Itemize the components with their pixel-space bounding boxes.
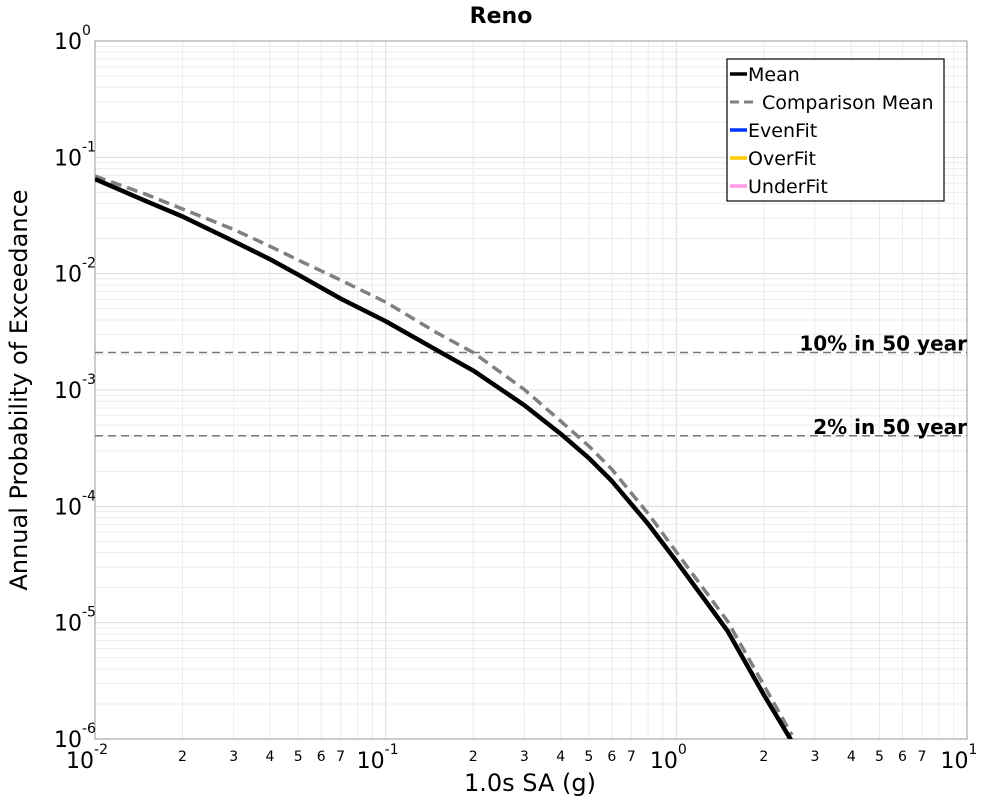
x-minor-tick-label: 7 xyxy=(336,749,345,765)
y-major-tick-label: 10-6 xyxy=(54,721,96,753)
legend-label: OverFit xyxy=(748,148,816,170)
legend-item: OverFit xyxy=(730,148,816,170)
x-minor-tick-label: 3 xyxy=(811,749,820,765)
reference-line-label: 2% in 50 year xyxy=(813,415,967,439)
series-line-mean xyxy=(95,177,794,739)
legend-label: UnderFit xyxy=(748,176,828,198)
y-axis-title: Annual Probability of Exceedance xyxy=(5,189,33,590)
x-minor-tick-label: 6 xyxy=(607,749,616,765)
legend-item: EvenFit xyxy=(730,120,817,142)
x-minor-tick-label: 2 xyxy=(469,749,478,765)
x-minor-tick-label: 7 xyxy=(918,749,927,765)
x-minor-tick-label: 6 xyxy=(898,749,907,765)
plot-frame xyxy=(94,40,968,740)
y-major-tick-label: 10-3 xyxy=(54,372,96,404)
legend-box xyxy=(726,58,945,202)
x-minor-tick-label: 4 xyxy=(556,749,565,765)
x-major-tick-label: 101 xyxy=(941,742,978,774)
reference-lines: 10% in 50 year 2% in 50 year xyxy=(95,332,967,439)
y-major-tick-label: 10-4 xyxy=(54,488,96,520)
legend-item: Mean xyxy=(730,64,800,86)
reference-line-label: 10% in 50 year xyxy=(799,332,967,356)
x-minor-tick-label: 5 xyxy=(294,749,303,765)
x-major-tick-label: 10-1 xyxy=(357,742,399,774)
y-major-tick-label: 10-5 xyxy=(54,605,96,637)
x-major-tick-label: 10-2 xyxy=(66,742,108,774)
x-axis-title: 1.0s SA (g) xyxy=(464,769,596,797)
legend-label: EvenFit xyxy=(748,120,817,142)
x-major-tick-label: 100 xyxy=(650,742,687,774)
x-minor-tick-label: 6 xyxy=(317,749,326,765)
series-lines xyxy=(95,174,794,739)
legend-item: Comparison Mean xyxy=(730,92,934,114)
series-line-comparison-mean xyxy=(95,174,794,736)
x-minor-tick-label: 3 xyxy=(520,749,529,765)
chart-title: Reno xyxy=(470,4,533,29)
y-major-tick-label: 100 xyxy=(54,23,91,55)
x-minor-tick-label: 5 xyxy=(584,749,593,765)
x-minor-tick-label: 5 xyxy=(875,749,884,765)
legend-label: Comparison Mean xyxy=(762,92,934,114)
legend-label: Mean xyxy=(748,64,800,86)
x-minor-tick-label: 3 xyxy=(229,749,238,765)
legend: Mean Comparison Mean EvenFit OverFit UnderFi… xyxy=(726,58,945,202)
y-major-tick-label: 10-1 xyxy=(54,139,96,171)
grid xyxy=(94,41,967,740)
x-minor-tick-label: 4 xyxy=(847,749,856,765)
legend-item: UnderFit xyxy=(730,176,828,198)
x-minor-tick-label: 2 xyxy=(759,749,768,765)
x-minor-tick-label: 7 xyxy=(627,749,636,765)
x-minor-tick-label: 4 xyxy=(266,749,275,765)
y-major-tick-label: 10-2 xyxy=(54,256,96,288)
x-minor-tick-label: 2 xyxy=(178,749,187,765)
y-axis-ticks: 100 10-1 10-2 10-3 10-4 10-5 10-6 xyxy=(54,23,96,753)
